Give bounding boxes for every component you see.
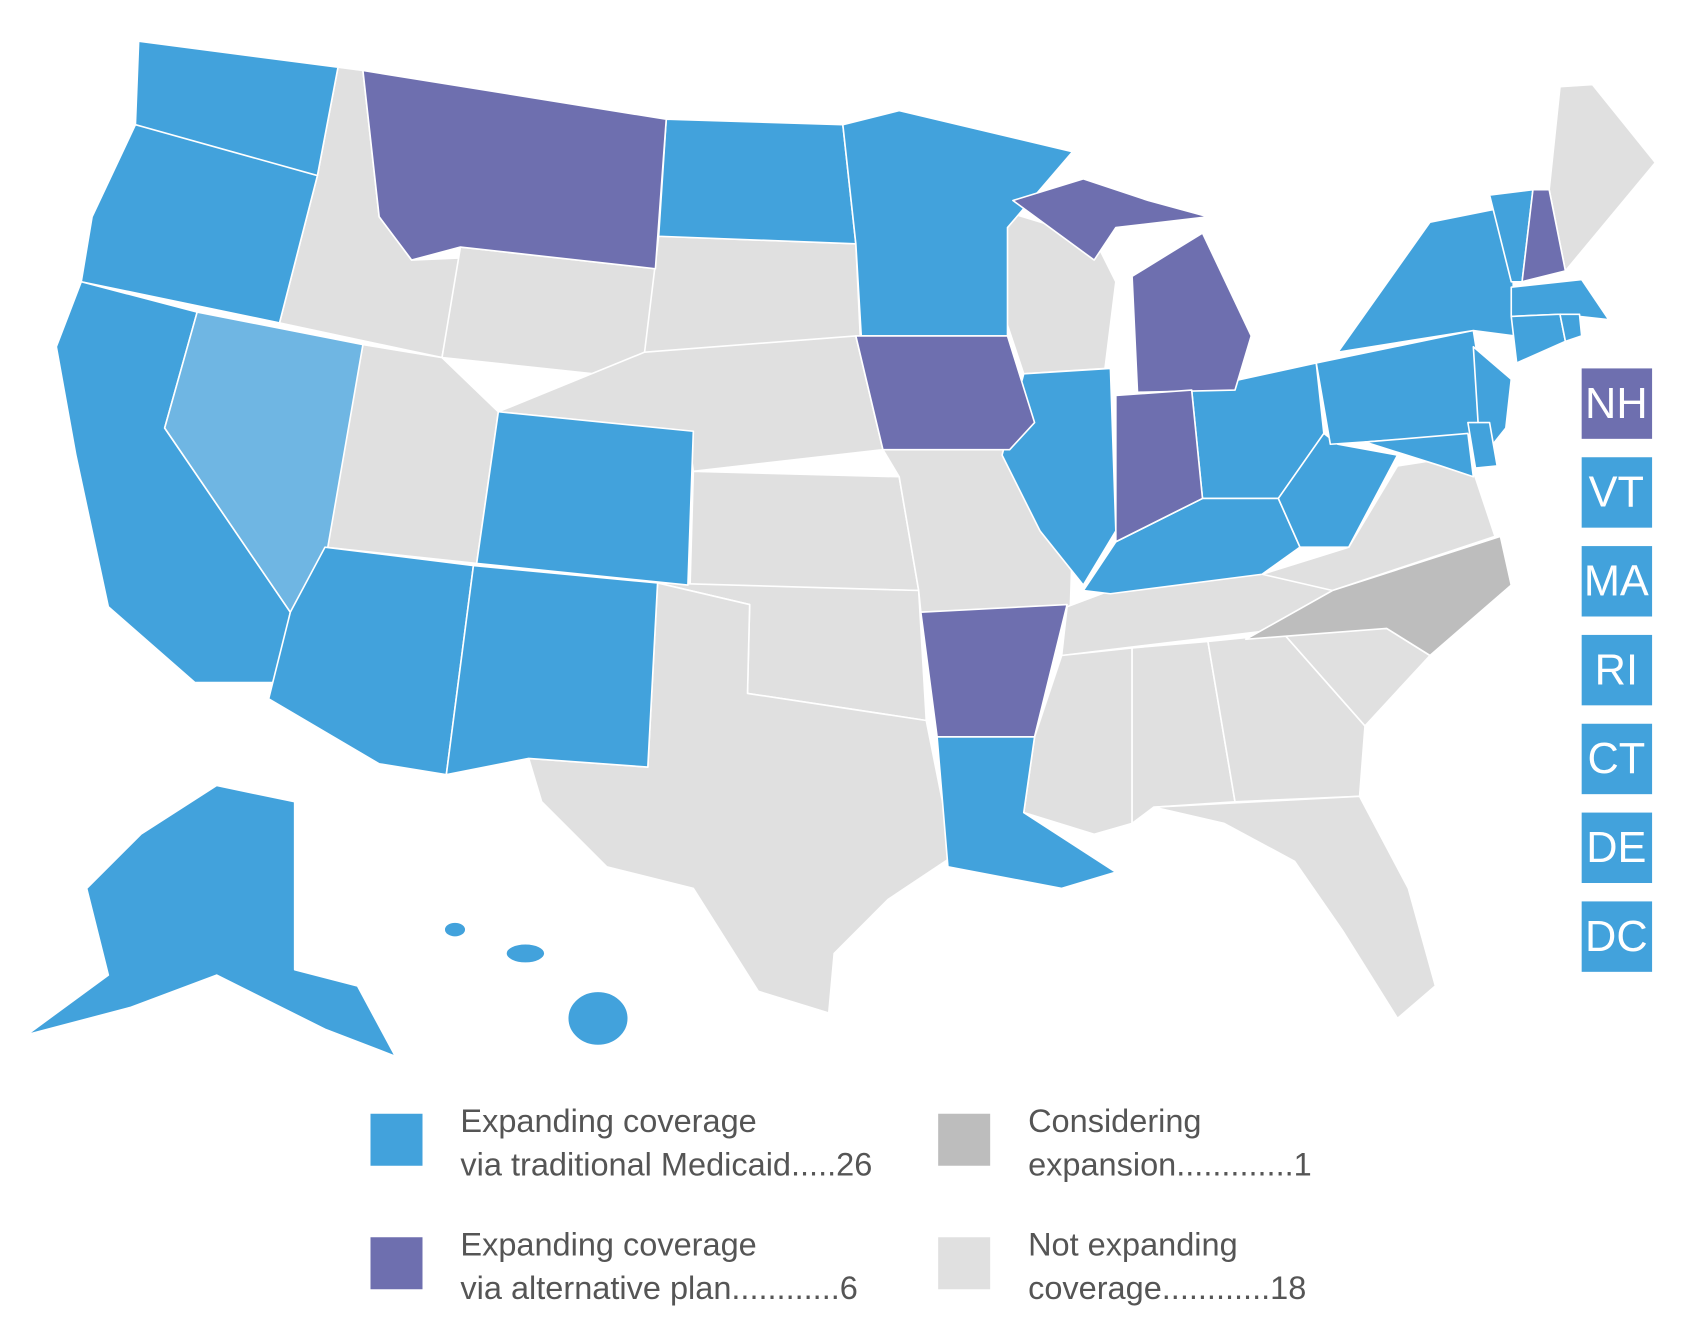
state — [855, 335, 1036, 451]
legend: Expanding coverage via traditional Medica… — [370, 1103, 1312, 1306]
state — [920, 603, 1068, 738]
state — [657, 118, 857, 245]
state-box — [1581, 546, 1653, 617]
state — [1364, 432, 1475, 478]
state — [362, 69, 668, 270]
state — [1510, 278, 1610, 321]
state — [26, 784, 397, 1058]
state — [1131, 232, 1253, 394]
state — [441, 246, 657, 381]
state — [1277, 432, 1399, 548]
state — [505, 942, 546, 964]
legend-label: coverage............18 — [1028, 1270, 1306, 1306]
state-box — [1581, 634, 1653, 706]
state-label: NH — [1585, 380, 1648, 428]
legend-swatch — [938, 1237, 991, 1290]
legend-label: expansion.............1 — [1028, 1147, 1312, 1183]
state — [475, 410, 695, 586]
state-box — [1581, 901, 1653, 972]
small-state-boxes: NH VT MA RI CT DE DC — [1581, 368, 1653, 972]
state — [1467, 421, 1498, 469]
state — [1152, 795, 1437, 1020]
state — [1521, 188, 1567, 283]
state-box — [1581, 457, 1653, 528]
state — [1559, 313, 1583, 343]
legend-label: Expanding coverage — [460, 1103, 756, 1139]
state — [443, 921, 467, 938]
state-box — [1581, 812, 1653, 883]
state-label: RI — [1595, 646, 1638, 694]
legend-label: Not expanding — [1028, 1227, 1238, 1263]
state — [566, 990, 630, 1047]
state-label: MA — [1584, 557, 1649, 605]
state — [527, 582, 955, 1014]
legend-label: Expanding coverage — [460, 1227, 756, 1263]
legend-swatch — [370, 1113, 423, 1166]
legend-label: Considering — [1028, 1103, 1201, 1139]
state — [1510, 313, 1567, 364]
states — [26, 40, 1657, 1058]
legend-swatch — [370, 1237, 423, 1290]
state — [1012, 178, 1209, 261]
state-label: VT — [1589, 469, 1644, 517]
state — [1115, 389, 1204, 543]
state — [1337, 205, 1516, 353]
state — [1548, 83, 1657, 272]
state-box — [1581, 368, 1653, 439]
legend-label: via alternative plan............6 — [460, 1270, 857, 1306]
state — [80, 123, 319, 324]
state — [689, 470, 920, 592]
state — [1245, 535, 1513, 657]
state-label: CT — [1587, 735, 1645, 783]
state-label: DC — [1585, 913, 1648, 961]
state-box — [1581, 723, 1653, 795]
state-label: DE — [1586, 824, 1646, 872]
state — [842, 109, 1074, 337]
legend-swatch — [938, 1113, 991, 1166]
legend-label: via traditional Medicaid.....26 — [460, 1147, 872, 1183]
state — [445, 564, 659, 776]
